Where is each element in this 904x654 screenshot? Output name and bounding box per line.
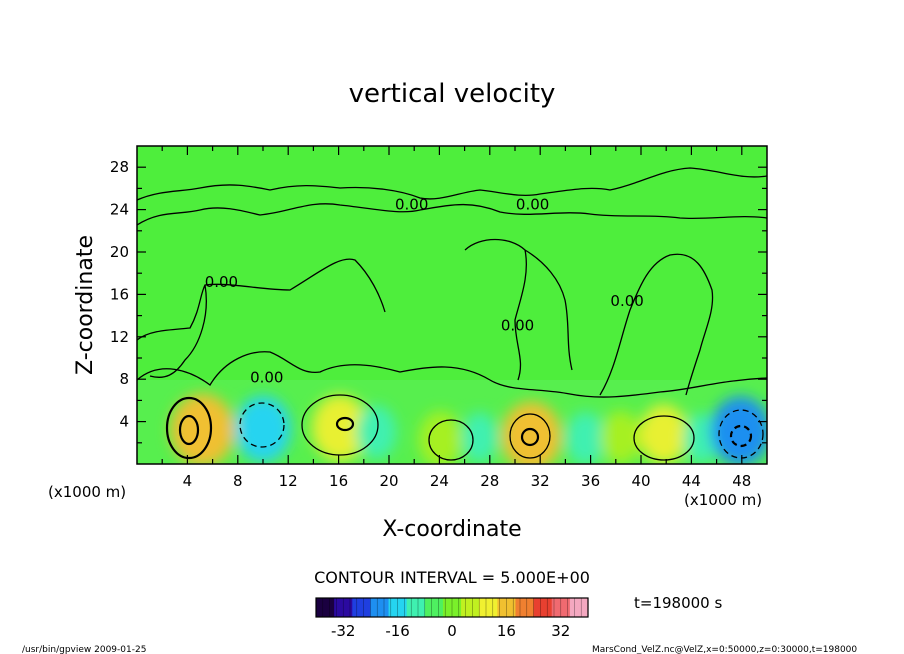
contour-label-2: 0.00 (516, 196, 549, 214)
colorbar-swatch (352, 598, 371, 617)
colorbar-swatch (442, 598, 462, 617)
x-tick-label: 48 (732, 472, 751, 490)
colorbar-tick-label: -32 (331, 622, 356, 640)
colorbar-swatch (424, 598, 444, 617)
contour-cell-5-inner (520, 427, 540, 447)
velocity-cell-1 (170, 393, 235, 464)
colorbar-swatch (569, 598, 589, 617)
velocity-cell-9 (600, 410, 641, 464)
x-tick-label: 12 (279, 472, 298, 490)
y-tick-label: 4 (119, 413, 129, 431)
velocity-cell-2 (235, 395, 291, 463)
colorbar (315, 597, 589, 618)
x-tick-label: 28 (480, 472, 499, 490)
contour-interval-label: CONTOUR INTERVAL = 5.000E+00 (314, 568, 590, 587)
y-tick-label: 8 (119, 370, 129, 388)
colorbar-swatch (551, 598, 571, 617)
x-tick-label: 16 (329, 472, 348, 490)
plot-frame (136, 145, 768, 465)
x-unit-right: (x1000 m) (684, 491, 762, 509)
velocity-cell-6 (461, 412, 498, 463)
time-label: t=198000 s (634, 594, 722, 612)
colorbar-tick-label: 0 (447, 622, 457, 640)
colorbar-swatch (370, 598, 390, 617)
colorbar-swatch (334, 598, 353, 617)
velocity-cell-8 (565, 411, 606, 464)
y-axis-label: Z-coordinate (73, 235, 98, 375)
y-tick-label: 24 (110, 201, 129, 219)
contour-cell-3-inner (335, 416, 355, 432)
colorbar-tick-label: 32 (551, 622, 570, 640)
y-tick-label: 28 (110, 158, 129, 176)
velocity-cell-10 (639, 404, 688, 464)
velocity-cell-11 (683, 413, 720, 464)
contour-cell-7-inner (729, 424, 753, 448)
contour-label-5: 0.00 (501, 316, 534, 334)
contour-cell-5 (509, 413, 551, 459)
zero-contour-band (137, 203, 767, 226)
colorbar-swatch (316, 598, 335, 617)
x-tick-label: 8 (233, 472, 243, 490)
contour-cell-7 (718, 409, 764, 459)
contour-labels: 0.00 0.00 0.00 0.00 0.00 0.00 (205, 196, 644, 387)
contour-cell-6 (633, 415, 695, 461)
contour-cell-2 (239, 402, 285, 448)
zero-contour-right (599, 253, 714, 396)
contour-cell-3 (301, 394, 379, 456)
colorbar-swatch (388, 598, 408, 617)
colorbar-tick-label: 16 (497, 622, 516, 640)
y-tick-label: 20 (110, 243, 129, 261)
y-axis-ticks: 4 8 12 16 20 24 28 (110, 158, 767, 444)
x-unit-left: (x1000 m) (48, 483, 126, 501)
colorbar-swatch (497, 598, 517, 617)
zero-contour-dome (464, 238, 573, 381)
plot-area: 0.00 0.00 0.00 0.00 0.00 0.00 (137, 146, 767, 464)
colorbar-swatch (515, 598, 535, 617)
colorbar-swatch (461, 598, 480, 617)
x-tick-label: 36 (581, 472, 600, 490)
colorbar-frame (315, 597, 589, 618)
colorbar-ticks: -32 -16 0 16 32 (331, 622, 570, 640)
zero-contour-left (137, 258, 386, 378)
x-tick-label: 24 (430, 472, 449, 490)
contour-label-1: 0.00 (395, 196, 428, 214)
colorbar-swatch (479, 598, 498, 617)
x-tick-label: 4 (183, 472, 193, 490)
x-tick-label: 20 (379, 472, 398, 490)
x-tick-label: 32 (531, 472, 550, 490)
colorbar-swatch (406, 598, 426, 617)
chart-title: vertical velocity (349, 79, 556, 109)
contour-label-4: 0.00 (610, 292, 643, 310)
zero-contour-low (137, 351, 767, 398)
zero-contour-upper (137, 167, 767, 201)
x-axis-label: X-coordinate (382, 517, 521, 542)
colorbar-swatch (533, 598, 553, 617)
contour-cell-1-inner (178, 414, 200, 446)
y-tick-label: 12 (110, 328, 129, 346)
contour-label-6: 0.00 (250, 368, 283, 386)
x-axis-ticks: 4 8 12 16 20 24 28 32 36 40 44 48 (161, 146, 751, 490)
x-tick-label: 44 (682, 472, 701, 490)
y-tick-label: 16 (110, 285, 129, 303)
contour-lines (137, 167, 767, 461)
footer-right: MarsCond_VelZ.nc@VelZ,x=0:50000,z=0:3000… (592, 645, 857, 654)
contour-cell-4 (428, 419, 474, 461)
contour-label-3: 0.00 (205, 273, 238, 291)
footer-left: /usr/bin/gpview 2009-01-25 (22, 645, 146, 654)
colorbar-tick-label: -16 (385, 622, 410, 640)
velocity-cell-5 (418, 411, 463, 464)
x-tick-label: 40 (631, 472, 650, 490)
contour-cell-1 (165, 396, 213, 460)
